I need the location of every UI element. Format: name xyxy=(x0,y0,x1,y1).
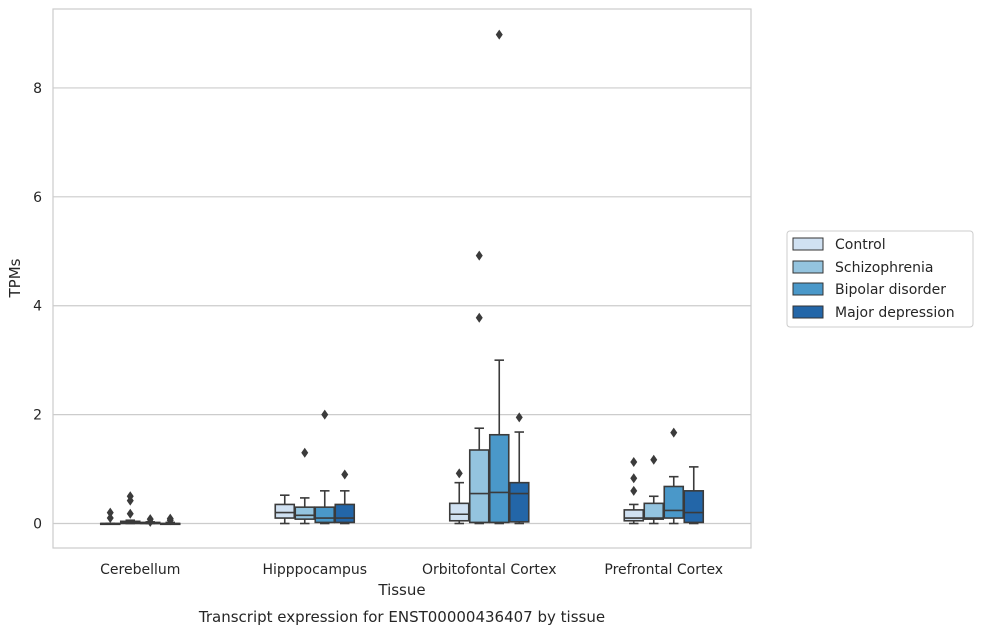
y-tick-label-4: 4 xyxy=(33,299,42,315)
box-prefrontal-cortex-major-depression xyxy=(683,466,705,525)
chart-caption: Transcript expression for ENST0000043640… xyxy=(198,608,605,626)
box-iqr xyxy=(274,503,296,519)
x-tick-labels: Cerebellum Hipppocampus Orbitofontal Corte… xyxy=(100,562,723,578)
outlier-point xyxy=(515,412,523,423)
x-tick-label-prefrontal-cortex: Prefrontal Cortex xyxy=(604,562,723,578)
y-tick-label-0: 0 xyxy=(33,517,42,533)
legend-swatch-control xyxy=(792,237,824,251)
y-tick-label-6: 6 xyxy=(33,190,42,206)
plot-background xyxy=(53,9,751,548)
legend-label-control: Control xyxy=(835,237,886,253)
box-iqr xyxy=(683,490,705,524)
legend-item-major-depression: Major depression xyxy=(792,305,955,321)
outlier-point xyxy=(475,312,483,323)
box-orbitofontal-cortex-major-depression xyxy=(508,412,530,525)
box-iqr xyxy=(468,449,490,524)
box-iqr xyxy=(334,503,356,524)
box-hipppocampus-bipolar-disorder xyxy=(314,409,336,525)
box-iqr xyxy=(314,506,336,524)
box-cerebellum-schizophrenia xyxy=(119,491,141,525)
outlier-point xyxy=(495,29,503,40)
box-prefrontal-cortex-schizophrenia xyxy=(643,454,665,525)
box-iqr xyxy=(643,502,665,520)
box-iqr xyxy=(623,509,645,522)
plot-frame xyxy=(52,8,752,549)
outlier-point xyxy=(106,513,114,524)
outlier-point xyxy=(341,469,349,480)
x-axis-label: Tissue xyxy=(377,581,425,599)
box-iqr xyxy=(508,481,530,523)
outlier-point xyxy=(455,468,463,479)
outlier-point xyxy=(126,508,134,519)
box-iqr xyxy=(663,485,685,519)
box-cerebellum-major-depression xyxy=(159,513,181,526)
box-orbitofontal-cortex-bipolar-disorder xyxy=(488,29,510,525)
outlier-point xyxy=(166,513,174,524)
box-iqr xyxy=(294,506,316,520)
legend-swatch-bipolar-disorder xyxy=(792,282,824,296)
box-iqr xyxy=(488,433,510,524)
box-prefrontal-cortex-bipolar-disorder xyxy=(663,427,685,525)
outlier-point xyxy=(670,427,678,438)
y-axis-label: TPMs xyxy=(6,258,24,298)
legend-label-bipolar-disorder: Bipolar disorder xyxy=(835,282,946,298)
legend-item-schizophrenia: Schizophrenia xyxy=(792,260,933,276)
box-cerebellum-control xyxy=(99,507,121,526)
outlier-point xyxy=(475,250,483,261)
legend-frame xyxy=(786,230,974,328)
x-tick-label-cerebellum: Cerebellum xyxy=(100,562,180,578)
y-tick-label-8: 8 xyxy=(33,81,42,97)
box-iqr xyxy=(448,502,470,522)
box-orbitofontal-cortex-control xyxy=(448,468,470,525)
x-tick-label-orbitofontal-cortex: Orbitofontal Cortex xyxy=(422,562,557,578)
box-cerebellum-bipolar-disorder xyxy=(139,514,161,527)
legend-item-bipolar-disorder: Bipolar disorder xyxy=(792,282,946,298)
box-hipppocampus-major-depression xyxy=(334,469,356,525)
legend-swatch-schizophrenia xyxy=(792,260,824,274)
legend-item-control: Control xyxy=(792,237,886,253)
outlier-point xyxy=(650,454,658,465)
legend-label-major-depression: Major depression xyxy=(835,305,955,321)
outlier-point xyxy=(321,409,329,420)
legend-swatch-major-depression xyxy=(792,305,824,319)
outlier-point xyxy=(630,456,638,467)
outlier-point xyxy=(106,507,114,518)
outlier-point xyxy=(630,473,638,484)
outlier-point xyxy=(146,514,154,525)
y-tick-labels: 0 2 4 6 8 xyxy=(33,81,42,533)
box-prefrontal-cortex-control xyxy=(623,456,645,525)
x-tick-label-hipppocampus: Hipppocampus xyxy=(262,562,367,578)
outlier-point xyxy=(126,491,134,502)
box-hipppocampus-schizophrenia xyxy=(294,447,316,525)
outlier-point xyxy=(630,485,638,496)
box-series xyxy=(99,29,705,527)
legend-label-schizophrenia: Schizophrenia xyxy=(835,260,933,276)
legend: Control Schizophrenia Bipolar disorder M… xyxy=(786,230,974,328)
box-hipppocampus-control xyxy=(274,494,296,525)
outlier-point xyxy=(301,447,309,458)
box-orbitofontal-cortex-schizophrenia xyxy=(468,250,490,525)
y-tick-label-2: 2 xyxy=(33,408,42,424)
